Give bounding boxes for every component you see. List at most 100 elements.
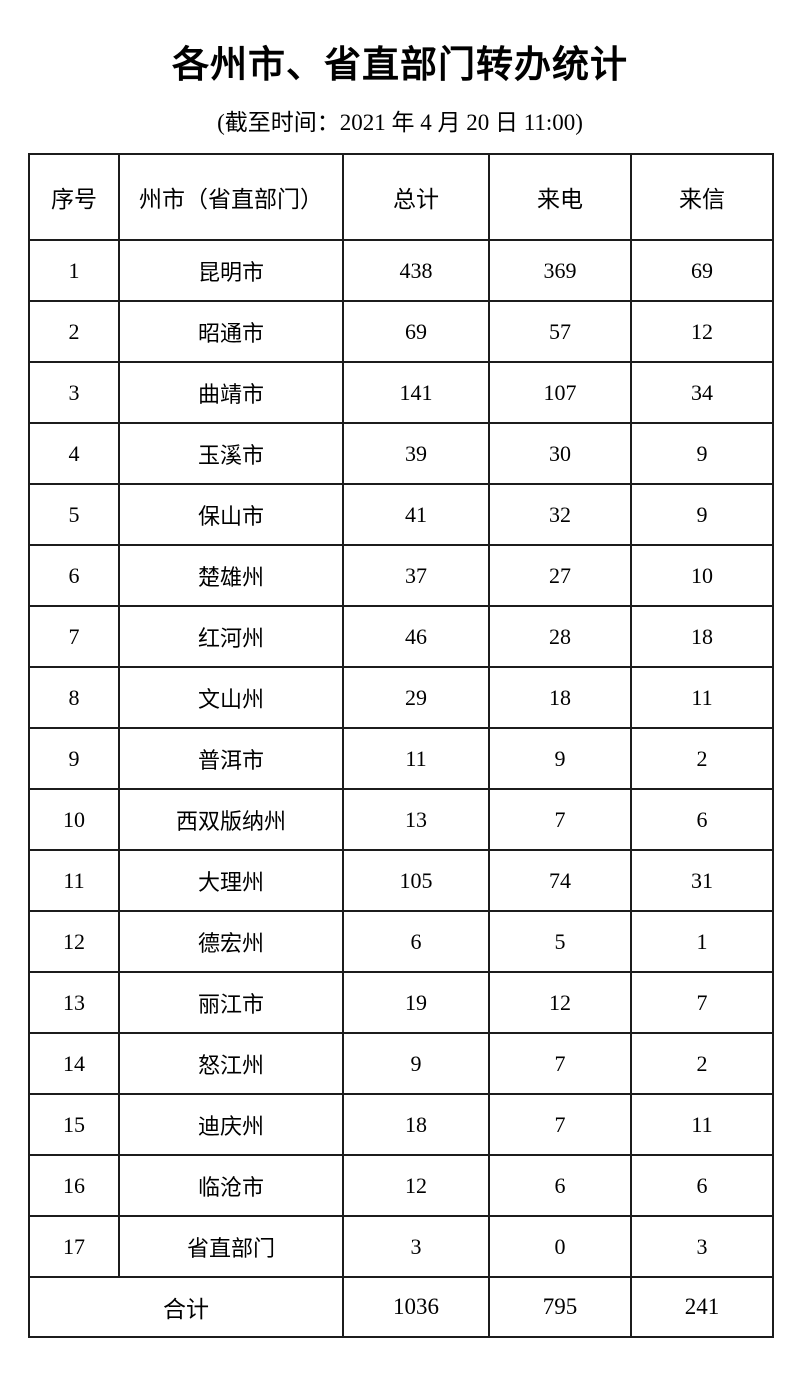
table-row: 11 大理州 105 74 31 <box>28 849 774 912</box>
region-name-cell: 丽江市 <box>118 971 344 1034</box>
calls-cell: 5 <box>488 910 632 973</box>
row-number-cell: 8 <box>28 666 120 729</box>
letters-cell: 9 <box>630 422 774 485</box>
total-cell: 6 <box>342 910 490 973</box>
total-sum-cell: 1036 <box>342 1276 490 1338</box>
header-calls: 来电 <box>488 153 632 241</box>
table-row: 2 昭通市 69 57 12 <box>28 300 774 363</box>
calls-cell: 7 <box>488 1032 632 1095</box>
total-cell: 3 <box>342 1215 490 1278</box>
row-number-cell: 13 <box>28 971 120 1034</box>
region-name-cell: 西双版纳州 <box>118 788 344 851</box>
calls-cell: 57 <box>488 300 632 363</box>
total-cell: 11 <box>342 727 490 790</box>
letters-cell: 34 <box>630 361 774 424</box>
total-cell: 438 <box>342 239 490 302</box>
table-row: 5 保山市 41 32 9 <box>28 483 774 546</box>
region-name-cell: 昆明市 <box>118 239 344 302</box>
row-number-cell: 1 <box>28 239 120 302</box>
calls-cell: 32 <box>488 483 632 546</box>
calls-cell: 18 <box>488 666 632 729</box>
region-name-cell: 曲靖市 <box>118 361 344 424</box>
region-name-cell: 德宏州 <box>118 910 344 973</box>
calls-cell: 0 <box>488 1215 632 1278</box>
region-name-cell: 文山州 <box>118 666 344 729</box>
total-cell: 105 <box>342 849 490 912</box>
total-cell: 141 <box>342 361 490 424</box>
calls-cell: 7 <box>488 1093 632 1156</box>
table-row: 15 迪庆州 18 7 11 <box>28 1093 774 1156</box>
row-number-cell: 15 <box>28 1093 120 1156</box>
calls-cell: 27 <box>488 544 632 607</box>
row-number-cell: 11 <box>28 849 120 912</box>
letters-cell: 2 <box>630 1032 774 1095</box>
page-title: 各州市、省直部门转办统计 <box>172 45 628 86</box>
total-calls-cell: 795 <box>488 1276 632 1338</box>
header-letters: 来信 <box>630 153 774 241</box>
row-number-cell: 4 <box>28 422 120 485</box>
table-row: 12 德宏州 6 5 1 <box>28 910 774 973</box>
calls-cell: 30 <box>488 422 632 485</box>
region-name-cell: 楚雄州 <box>118 544 344 607</box>
table-row: 6 楚雄州 37 27 10 <box>28 544 774 607</box>
row-number-cell: 5 <box>28 483 120 546</box>
header-row: 序号 州市（省直部门） 总计 来电 来信 <box>28 153 774 241</box>
letters-cell: 12 <box>630 300 774 363</box>
total-cell: 39 <box>342 422 490 485</box>
region-name-cell: 红河州 <box>118 605 344 668</box>
as-of-timestamp: (截至时间：2021 年 4 月 20 日 11:00) <box>217 110 583 135</box>
total-cell: 13 <box>342 788 490 851</box>
letters-cell: 11 <box>630 666 774 729</box>
row-number-cell: 3 <box>28 361 120 424</box>
row-number-cell: 2 <box>28 300 120 363</box>
calls-cell: 6 <box>488 1154 632 1217</box>
letters-cell: 11 <box>630 1093 774 1156</box>
total-letters-cell: 241 <box>630 1276 774 1338</box>
row-number-cell: 16 <box>28 1154 120 1217</box>
header-serial-number: 序号 <box>28 153 120 241</box>
region-name-cell: 省直部门 <box>118 1215 344 1278</box>
calls-cell: 9 <box>488 727 632 790</box>
letters-cell: 69 <box>630 239 774 302</box>
letters-cell: 10 <box>630 544 774 607</box>
calls-cell: 7 <box>488 788 632 851</box>
table-footer: 合计 1036 795 241 <box>28 1276 774 1338</box>
region-name-cell: 临沧市 <box>118 1154 344 1217</box>
row-number-cell: 14 <box>28 1032 120 1095</box>
letters-cell: 6 <box>630 1154 774 1217</box>
row-number-cell: 10 <box>28 788 120 851</box>
total-cell: 9 <box>342 1032 490 1095</box>
total-cell: 12 <box>342 1154 490 1217</box>
transfer-statistics-table: 序号 州市（省直部门） 总计 来电 来信 1 昆明市 438 369 69 2 昭通市 69 5… <box>28 153 774 1338</box>
region-name-cell: 保山市 <box>118 483 344 546</box>
table-row: 10 西双版纳州 13 7 6 <box>28 788 774 851</box>
table-header: 序号 州市（省直部门） 总计 来电 来信 <box>28 153 774 241</box>
header-region-name: 州市（省直部门） <box>118 153 344 241</box>
region-name-cell: 玉溪市 <box>118 422 344 485</box>
total-cell: 46 <box>342 605 490 668</box>
table-row: 1 昆明市 438 369 69 <box>28 239 774 302</box>
table-row: 9 普洱市 11 9 2 <box>28 727 774 790</box>
table-row: 13 丽江市 19 12 7 <box>28 971 774 1034</box>
total-cell: 37 <box>342 544 490 607</box>
region-name-cell: 昭通市 <box>118 300 344 363</box>
total-cell: 69 <box>342 300 490 363</box>
calls-cell: 28 <box>488 605 632 668</box>
row-number-cell: 17 <box>28 1215 120 1278</box>
row-number-cell: 7 <box>28 605 120 668</box>
region-name-cell: 迪庆州 <box>118 1093 344 1156</box>
total-row: 合计 1036 795 241 <box>28 1276 774 1338</box>
calls-cell: 369 <box>488 239 632 302</box>
region-name-cell: 普洱市 <box>118 727 344 790</box>
letters-cell: 2 <box>630 727 774 790</box>
letters-cell: 7 <box>630 971 774 1034</box>
header-total: 总计 <box>342 153 490 241</box>
row-number-cell: 12 <box>28 910 120 973</box>
letters-cell: 3 <box>630 1215 774 1278</box>
table-row: 8 文山州 29 18 11 <box>28 666 774 729</box>
table-body: 1 昆明市 438 369 69 2 昭通市 69 57 12 3 曲靖市 141 107 34 4 玉溪市 39… <box>28 239 774 1278</box>
row-number-cell: 9 <box>28 727 120 790</box>
table-row: 3 曲靖市 141 107 34 <box>28 361 774 424</box>
letters-cell: 9 <box>630 483 774 546</box>
